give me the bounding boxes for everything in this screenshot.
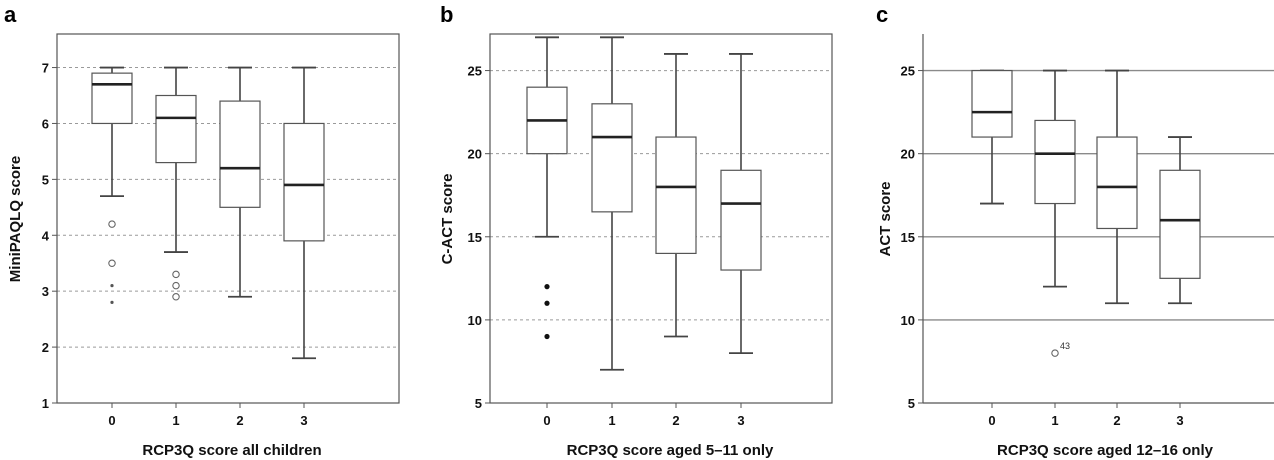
- x-axis-ticks: 0 1 2 3: [108, 403, 308, 428]
- box-plot-3: [283, 66, 325, 360]
- box-plot-3: [720, 53, 762, 355]
- box-plot-0: [971, 69, 1013, 205]
- y-tick-label: 10: [468, 313, 482, 328]
- x-tick-label: 3: [300, 413, 307, 428]
- outlier-point: [108, 259, 116, 267]
- box-iqr: [1096, 136, 1138, 230]
- outlier-label: 43: [1060, 341, 1070, 351]
- box-iqr: [219, 100, 261, 208]
- panel-c: c 43 5 10 15 20 25 0 1 2 3 ACT score RCP3Q scor…: [876, 2, 1274, 459]
- box-iqr: [155, 94, 197, 164]
- plot-frame: [56, 33, 400, 404]
- x-tick-label: 3: [1176, 413, 1183, 428]
- y-tick-label: 5: [42, 172, 49, 187]
- y-tick-label: 1: [42, 396, 49, 411]
- x-tick-label: 2: [236, 413, 243, 428]
- panel-a: a 1 2 3 4 5 6 7 0 1 2 3 MiniPAQLQ score RCP3Q sco…: [4, 2, 400, 459]
- y-axis-ticks: 1 2 3 4 5 6 7: [42, 61, 57, 411]
- box-series: [526, 36, 762, 371]
- y-tick-label: 20: [468, 147, 482, 162]
- x-tick-label: 3: [737, 413, 744, 428]
- box-iqr: [971, 69, 1013, 138]
- outlier-point: [544, 284, 550, 290]
- y-tick-label: 5: [908, 396, 915, 411]
- box-plot-1: [591, 36, 633, 371]
- box-plot-0: [91, 66, 133, 304]
- y-axis-ticks: 5 10 15 20 25: [901, 64, 923, 411]
- panel-b: b 5 10 15 20 25 0 1 2 3 C-ACT score RCP3Q score…: [439, 2, 833, 459]
- y-tick-label: 15: [468, 230, 482, 245]
- y-tick-label: 5: [475, 396, 482, 411]
- y-tick-label: 6: [42, 116, 49, 131]
- plot-border: [56, 33, 400, 404]
- box-plot-1: 43: [1034, 69, 1076, 357]
- x-axis-label: RCP3Q score aged 12–16 only: [997, 442, 1214, 459]
- extreme-point: [110, 300, 114, 304]
- box-plot-3: [1159, 136, 1201, 305]
- outlier-point: [108, 220, 116, 228]
- x-axis-ticks: 0 1 2 3: [543, 403, 745, 428]
- box-plot-1: [155, 66, 197, 301]
- x-tick-label: 1: [172, 413, 179, 428]
- box-plot-0: [526, 36, 568, 340]
- box-series: 43: [971, 69, 1201, 357]
- plot-frame: [922, 34, 1274, 404]
- y-tick-label: 25: [901, 64, 915, 79]
- box-iqr: [1159, 169, 1201, 279]
- box-iqr: [283, 122, 325, 242]
- outlier-point: [1051, 349, 1059, 357]
- x-axis-label: RCP3Q score aged 5–11 only: [567, 442, 774, 459]
- panel-letter: a: [4, 2, 17, 27]
- x-tick-label: 0: [543, 413, 550, 428]
- x-tick-label: 0: [108, 413, 115, 428]
- box-plot-2: [219, 66, 261, 298]
- x-axis-label: RCP3Q score all children: [142, 442, 321, 459]
- extreme-point: [110, 283, 114, 288]
- box-series: [91, 66, 325, 360]
- plot-border: [489, 33, 833, 404]
- x-tick-label: 0: [988, 413, 995, 428]
- x-axis-ticks: 0 1 2 3: [988, 403, 1184, 428]
- y-tick-label: 10: [901, 313, 915, 328]
- box-iqr: [591, 103, 633, 213]
- panel-letter: b: [440, 2, 453, 27]
- box-iqr: [1034, 119, 1076, 205]
- y-tick-label: 7: [42, 61, 49, 76]
- outlier-point: [172, 293, 180, 301]
- outlier-point: [544, 333, 550, 340]
- y-tick-label: 3: [42, 284, 49, 299]
- y-axis-label: MiniPAQLQ score: [7, 156, 24, 282]
- y-tick-label: 25: [468, 64, 482, 79]
- box-plot-2: [1096, 69, 1138, 305]
- plot-frame: [489, 33, 833, 404]
- panel-letter: c: [876, 2, 888, 27]
- outlier-point: [544, 300, 550, 306]
- y-tick-label: 2: [42, 340, 49, 355]
- x-tick-label: 2: [672, 413, 679, 428]
- outlier-point: [172, 270, 180, 279]
- box-iqr: [720, 169, 762, 271]
- box-iqr: [655, 136, 697, 255]
- y-axis-label: ACT score: [877, 181, 894, 256]
- y-tick-label: 4: [42, 228, 50, 243]
- y-tick-label: 20: [901, 147, 915, 162]
- x-tick-label: 1: [1051, 413, 1058, 428]
- y-tick-label: 15: [901, 230, 915, 245]
- outlier-point: [172, 281, 180, 290]
- x-tick-label: 1: [608, 413, 615, 428]
- box-iqr: [91, 72, 133, 125]
- x-tick-label: 2: [1113, 413, 1120, 428]
- y-axis-ticks: 5 10 15 20 25: [468, 64, 490, 411]
- y-axis-label: C-ACT score: [439, 174, 456, 265]
- box-plot-2: [655, 53, 697, 338]
